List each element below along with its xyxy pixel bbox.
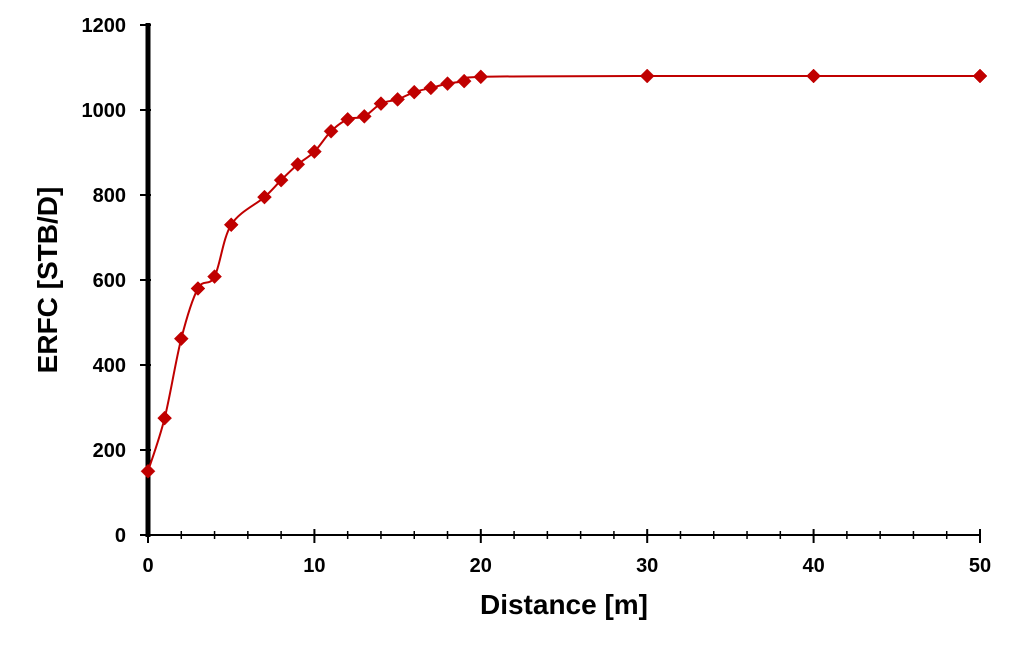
y-tick-label: 200 — [93, 440, 126, 462]
x-tick-label: 50 — [969, 555, 991, 577]
data-point-marker — [423, 80, 439, 96]
y-tick-label: 800 — [93, 185, 126, 207]
data-point-marker — [390, 92, 405, 107]
y-tick-label: 0 — [115, 525, 126, 547]
data-point-marker — [140, 463, 156, 479]
x-tick-labels: 0 10 20 30 40 50 — [142, 555, 991, 577]
axis-major-ticks — [140, 24, 981, 543]
data-point-marker — [340, 111, 356, 127]
data-point-marker — [972, 68, 988, 84]
data-point-marker — [356, 109, 372, 124]
data-point-marker — [223, 217, 239, 233]
data-point-marker — [806, 68, 821, 84]
x-tick-label: 40 — [802, 555, 824, 577]
data-point-marker — [190, 281, 206, 296]
x-tick-label: 30 — [636, 555, 658, 577]
y-tick-label: 1000 — [82, 100, 127, 122]
data-point-marker — [290, 157, 306, 172]
y-tick-label: 600 — [93, 270, 126, 292]
data-point-marker — [440, 76, 455, 92]
data-point-marker — [639, 68, 655, 84]
y-tick-labels: 0 200 400 600 800 1000 1200 — [82, 15, 127, 547]
y-tick-label: 400 — [93, 355, 126, 377]
data-point-marker — [373, 96, 389, 111]
x-tick-label: 20 — [470, 555, 492, 577]
data-point-marker — [173, 331, 189, 347]
y-axis-title: ERFC [STB/D] — [32, 187, 63, 374]
x-axis-title: Distance [m] — [480, 589, 648, 620]
data-point-marker — [406, 84, 422, 100]
x-tick-label: 0 — [142, 555, 153, 577]
y-tick-label: 1200 — [82, 15, 127, 37]
x-tick-label: 10 — [303, 555, 325, 577]
data-point-marker — [257, 189, 272, 205]
data-point-marker — [473, 69, 489, 85]
series-line — [147, 74, 980, 472]
data-point-marker — [323, 123, 339, 139]
data-point-marker — [273, 172, 289, 188]
series-markers — [140, 68, 988, 479]
data-point-marker — [456, 73, 472, 89]
data-point-marker — [307, 144, 322, 160]
data-point-marker — [157, 410, 172, 426]
data-point-marker — [207, 269, 222, 284]
